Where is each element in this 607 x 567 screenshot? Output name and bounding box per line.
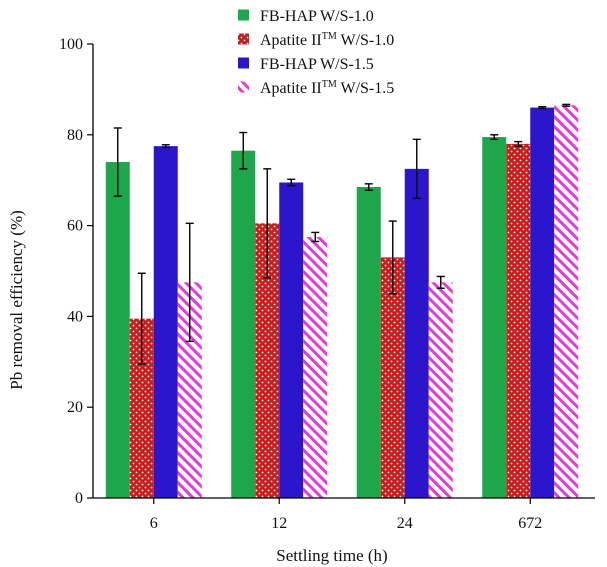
legend-label: Apatite IITM W/S-1.0 — [260, 31, 394, 49]
legend-swatch — [238, 33, 249, 45]
x-tick-label: 6 — [150, 515, 158, 532]
bar — [105, 162, 130, 499]
legend-label: Apatite IITM W/S-1.5 — [260, 79, 394, 97]
legend: FB-HAP W/S-1.0 Apatite IITM W/S-1.0 FB-HAP… — [238, 8, 394, 97]
y-tick-label: 100 — [59, 36, 83, 53]
error-bars-group — [113, 103, 571, 365]
bar — [279, 182, 304, 498]
x-tick-label: 672 — [518, 515, 542, 532]
bar — [428, 282, 453, 498]
legend-swatch — [238, 9, 249, 21]
y-tick-label: 20 — [67, 399, 83, 416]
x-tick-label: 24 — [397, 515, 413, 532]
bars-group — [105, 105, 579, 499]
bar — [506, 143, 531, 498]
bar — [303, 236, 328, 498]
bar — [554, 105, 579, 498]
legend-swatch — [238, 57, 249, 69]
legend-label: FB-HAP W/S-1.5 — [260, 56, 374, 73]
y-axis-label: Pb removal efficiency (%) — [7, 210, 26, 390]
bar — [530, 107, 555, 498]
x-tick-label: 12 — [271, 515, 287, 532]
y-tick-label: 60 — [67, 218, 83, 235]
axes-group: 0 20 40 60 80 100 6 12 24 672 — [59, 36, 595, 532]
y-tick-label: 80 — [67, 127, 83, 144]
bar — [380, 257, 405, 498]
y-tick-label: 0 — [75, 490, 83, 507]
bar — [482, 137, 507, 498]
x-axis-label: Settling time (h) — [276, 546, 387, 565]
bar — [356, 187, 381, 498]
legend-label: FB-HAP W/S-1.0 — [260, 8, 374, 25]
bar — [404, 168, 429, 498]
bar — [153, 146, 178, 498]
legend-swatch — [238, 81, 249, 93]
y-tick-label: 40 — [67, 308, 83, 325]
bar — [231, 150, 256, 498]
